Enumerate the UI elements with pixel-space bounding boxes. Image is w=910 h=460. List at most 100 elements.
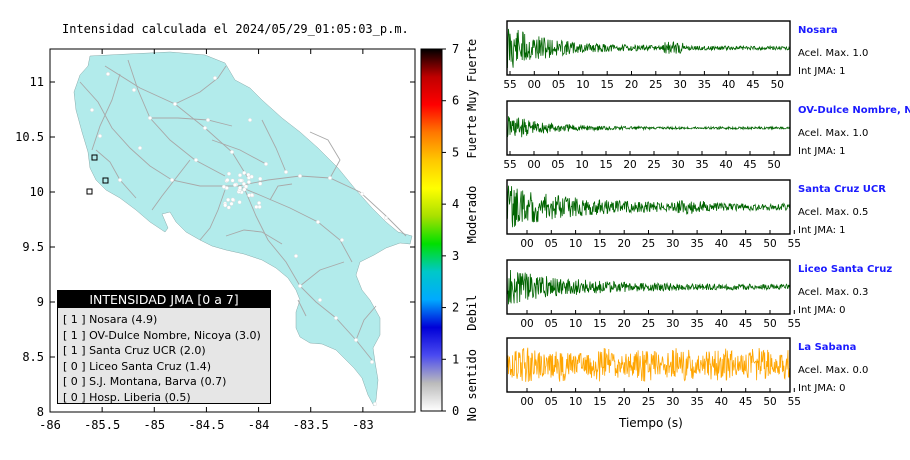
waveform-tick-label: 00 [520, 318, 533, 330]
station-dot [232, 182, 237, 187]
road [91, 73, 121, 151]
station-dot [230, 150, 234, 154]
station-dot [298, 284, 302, 288]
road [355, 305, 377, 341]
waveform-panel: 00 05 10 15 20 25 30 35 40 45 50 55 Liceo Santa Cruz… [506, 259, 892, 330]
waveform-tick-label: 50 [763, 318, 776, 330]
waveform-tick-label: 20 [618, 318, 631, 330]
waveform-xlabel: Tiempo (s) [619, 416, 683, 430]
road [261, 119, 287, 173]
road [104, 65, 249, 179]
station-accel: Acel. Max. 0.0 [798, 365, 868, 376]
waveform-tick-label: 30 [666, 318, 679, 330]
road [269, 183, 293, 201]
station-dot [227, 171, 231, 176]
waveform-tick-label: 30 [666, 238, 679, 250]
intensity-legend: INTENSIDAD JMA [0 a 7] [ 1 ] Nosara (4.9… [57, 290, 271, 404]
waveform-trace [506, 28, 791, 69]
waveform-tick-label: 10 [576, 79, 589, 91]
station-dot [90, 108, 94, 112]
station-dot [334, 316, 338, 320]
station-dot [248, 118, 252, 122]
colorbar-category-label: Fuerte [465, 115, 479, 158]
station-dot [106, 72, 110, 76]
station-dot [257, 204, 262, 209]
station-dot [249, 193, 254, 198]
waveform-tick-label: 45 [739, 238, 752, 250]
waveform-trace [506, 185, 791, 228]
waveform-tick-label: 35 [695, 159, 708, 171]
waveform-panel: 55 00 05 10 15 20 25 30 35 40 45 50 Nosara Acel. Max.… [503, 20, 868, 91]
waveform-panel: 00 05 10 15 20 25 30 35 40 45 50 55 Santa Cruz UCR Ac… [506, 179, 886, 250]
station-accel: Acel. Max. 1.0 [798, 128, 868, 139]
colorbar [420, 48, 443, 412]
station-dot [318, 298, 322, 302]
waveform-tick-label: 05 [545, 318, 558, 330]
waveform-tick-label: 20 [618, 238, 631, 250]
station-dot [370, 360, 374, 364]
costa-rica-land [73, 51, 413, 407]
station-square-marker [91, 154, 98, 161]
lat-tick-label: 9 [37, 295, 44, 309]
station-dot [242, 170, 247, 175]
waveform-tick-label: 55 [788, 396, 801, 408]
lat-tick-label: 8 [37, 405, 44, 419]
waveform-tick-label: 55 [788, 318, 801, 330]
waveform-tick-label: 50 [767, 159, 780, 171]
road [211, 139, 267, 165]
road [127, 59, 226, 177]
station-dot [238, 185, 242, 190]
lat-tick-label: 11 [30, 75, 44, 89]
road [95, 149, 137, 199]
lon-tick-label: -84.5 [188, 418, 224, 432]
station-square-marker [86, 188, 93, 195]
waveform-tick-label: 55 [503, 159, 516, 171]
colorbar-tick-label: 1 [452, 352, 459, 366]
waveform-frame [506, 20, 791, 76]
road [309, 131, 341, 179]
lon-tick-label: -85.5 [84, 418, 120, 432]
station-dot [173, 102, 177, 106]
station-dot [384, 216, 388, 220]
lat-tick-label: 8.5 [22, 350, 44, 364]
station-dot [213, 76, 217, 80]
station-dot [258, 176, 263, 181]
station-name: La Sabana [798, 342, 856, 353]
station-name: Liceo Santa Cruz [798, 264, 892, 275]
road [150, 117, 233, 127]
waveform-tick-label: 00 [520, 238, 533, 250]
station-dot [264, 162, 268, 166]
waveform-tick-label: 10 [569, 238, 582, 250]
station-dot [340, 238, 344, 242]
station-dot [132, 88, 136, 92]
waveform-tick-label: 40 [715, 396, 728, 408]
map-frame [49, 48, 416, 413]
road [297, 299, 307, 317]
road [299, 261, 345, 287]
waveform-trace [506, 116, 790, 138]
waveform-tick-label: 25 [642, 318, 655, 330]
waveform-tick-label: 10 [575, 159, 588, 171]
legend-item: [ 1 ] Santa Cruz UCR (2.0) [63, 344, 206, 358]
station-dot [230, 197, 235, 202]
waveform-tick-label: 50 [763, 238, 776, 250]
colorbar-category-label: Muy Fuerte [465, 39, 479, 111]
lon-tick-label: -83.5 [293, 418, 329, 432]
station-dot [148, 116, 152, 120]
station-dot [238, 173, 242, 178]
waveform-tick-label: 40 [719, 159, 732, 171]
waveform-tick-label: 15 [599, 159, 612, 171]
station-dot [226, 205, 231, 210]
waveform-tick-label: 15 [601, 79, 614, 91]
station-name: Nosara [798, 25, 838, 36]
waveform-tick-label: 30 [673, 79, 686, 91]
colorbar-category-label: Moderado [465, 186, 479, 244]
station-dot [230, 178, 235, 183]
legend-item: [ 0 ] S.J. Montana, Barva (0.7) [63, 375, 227, 389]
legend-title: INTENSIDAD JMA [0 a 7] [58, 291, 270, 308]
road [79, 81, 238, 187]
station-dot [138, 146, 142, 150]
station-dot [241, 181, 246, 186]
waveform-tick-label: 35 [690, 318, 703, 330]
